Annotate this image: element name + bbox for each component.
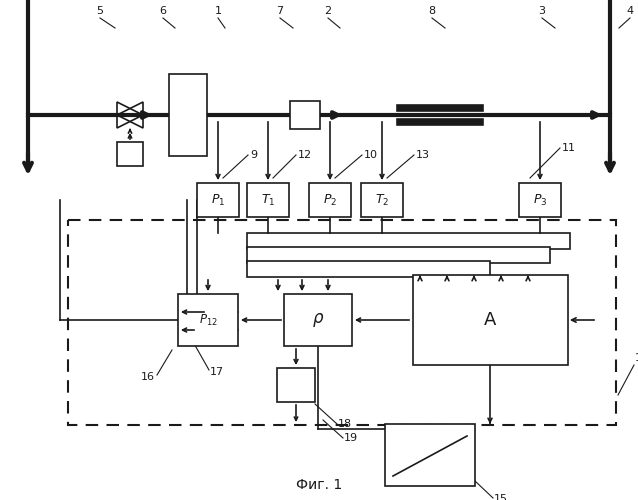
Text: 11: 11 (562, 143, 576, 153)
Text: 18: 18 (338, 419, 352, 429)
Text: $T_1$: $T_1$ (261, 192, 275, 208)
Text: 16: 16 (141, 372, 155, 382)
Text: Фиг. 1: Фиг. 1 (296, 478, 342, 492)
Text: 5: 5 (96, 6, 103, 16)
Text: 17: 17 (210, 367, 224, 377)
Text: 6: 6 (160, 6, 167, 16)
Text: A: A (484, 311, 496, 329)
Bar (68, 220, 616, 425)
Text: 1: 1 (214, 6, 221, 16)
Bar (277, 368, 315, 402)
Text: $P_2$: $P_2$ (323, 192, 337, 208)
Text: $P_1$: $P_1$ (211, 192, 225, 208)
Bar (284, 294, 352, 346)
Bar (519, 183, 561, 217)
Bar (361, 183, 403, 217)
Text: 19: 19 (344, 433, 358, 443)
Text: 13: 13 (416, 150, 430, 160)
Text: 15: 15 (494, 494, 508, 500)
Text: 8: 8 (429, 6, 436, 16)
Bar (290, 101, 320, 129)
Bar (178, 294, 238, 346)
Bar (247, 247, 550, 263)
Bar (197, 183, 239, 217)
Bar (247, 183, 289, 217)
Text: 7: 7 (276, 6, 283, 16)
Text: 12: 12 (298, 150, 312, 160)
Bar (247, 261, 490, 277)
Bar (385, 424, 475, 486)
Text: 9: 9 (250, 150, 257, 160)
Text: 3: 3 (538, 6, 545, 16)
Text: $P_{12}$: $P_{12}$ (198, 312, 218, 328)
Text: $\rho$: $\rho$ (312, 311, 324, 329)
Text: 10: 10 (364, 150, 378, 160)
Text: 2: 2 (325, 6, 332, 16)
Text: 14: 14 (635, 353, 638, 363)
Text: $P_3$: $P_3$ (533, 192, 547, 208)
Text: 4: 4 (627, 6, 634, 16)
Text: $T_2$: $T_2$ (375, 192, 389, 208)
Bar (309, 183, 351, 217)
Bar (117, 142, 143, 166)
Bar (169, 74, 207, 156)
Bar (413, 275, 567, 365)
Bar (247, 233, 570, 249)
